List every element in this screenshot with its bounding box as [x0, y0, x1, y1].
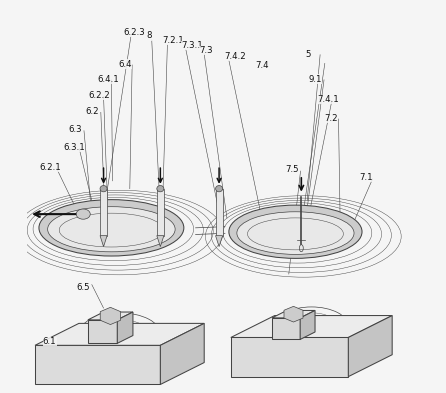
Text: 7.3: 7.3	[199, 46, 213, 55]
Text: 6.1: 6.1	[43, 337, 57, 346]
Polygon shape	[88, 312, 133, 320]
Polygon shape	[215, 236, 223, 247]
Text: 6.3: 6.3	[68, 125, 82, 134]
Text: 7.4: 7.4	[256, 61, 269, 70]
Text: 6.4: 6.4	[118, 60, 132, 69]
Polygon shape	[100, 307, 120, 325]
Text: 6.2.3: 6.2.3	[123, 28, 145, 37]
Polygon shape	[284, 307, 303, 322]
Polygon shape	[231, 316, 392, 338]
Text: 7.1: 7.1	[359, 173, 373, 182]
Ellipse shape	[39, 200, 184, 256]
Text: 6.3.1: 6.3.1	[63, 143, 85, 152]
Ellipse shape	[48, 207, 175, 252]
Text: 7.5: 7.5	[285, 165, 299, 174]
Ellipse shape	[157, 185, 164, 192]
Text: 6.2.1: 6.2.1	[39, 163, 61, 172]
Ellipse shape	[76, 209, 90, 219]
Text: 5: 5	[305, 50, 311, 59]
Polygon shape	[157, 236, 164, 247]
Ellipse shape	[237, 212, 354, 254]
Polygon shape	[35, 345, 161, 384]
Polygon shape	[348, 316, 392, 376]
Polygon shape	[300, 310, 315, 340]
FancyBboxPatch shape	[157, 189, 164, 236]
Polygon shape	[161, 323, 204, 384]
Polygon shape	[272, 310, 315, 318]
Text: 7.4.2: 7.4.2	[224, 52, 246, 61]
FancyBboxPatch shape	[100, 189, 107, 236]
Polygon shape	[100, 236, 107, 247]
Polygon shape	[117, 312, 133, 343]
Polygon shape	[35, 323, 204, 345]
Polygon shape	[272, 318, 300, 340]
Text: 7.2: 7.2	[324, 114, 338, 123]
Text: 8: 8	[147, 31, 152, 40]
Text: 7.2.1: 7.2.1	[162, 36, 184, 45]
FancyBboxPatch shape	[215, 189, 223, 236]
Text: 7.3.1: 7.3.1	[181, 41, 203, 50]
Text: 7.4.1: 7.4.1	[317, 95, 339, 104]
Text: 6.5: 6.5	[76, 283, 90, 292]
Ellipse shape	[229, 205, 362, 258]
Text: 6.2.2: 6.2.2	[88, 91, 110, 100]
Ellipse shape	[100, 185, 107, 192]
Ellipse shape	[215, 185, 223, 192]
Polygon shape	[88, 320, 117, 343]
Polygon shape	[231, 338, 348, 376]
Text: 9.1: 9.1	[308, 75, 322, 84]
Text: 6.4.1: 6.4.1	[98, 75, 120, 84]
Text: 6.2: 6.2	[85, 107, 99, 116]
